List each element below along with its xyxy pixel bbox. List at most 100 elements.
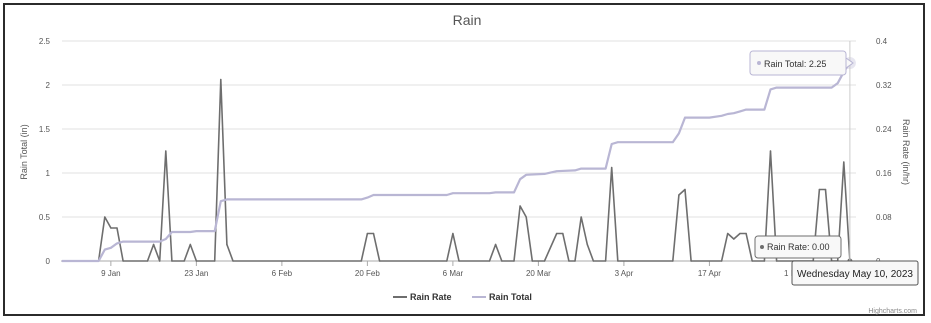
grid-lines: [62, 40, 856, 262]
series-rain-rate-point: [378, 260, 381, 262]
series-rain-total-point: [360, 198, 363, 201]
right-axis-ticks: 00.080.160.240.320.4: [876, 37, 892, 266]
series-rain-rate-point: [568, 260, 570, 262]
series-rain-rate-point: [104, 216, 106, 218]
series-rain-rate-point: [592, 260, 595, 262]
series-rain-rate-point: [232, 260, 234, 262]
series-rain-rate-line: [62, 78, 851, 262]
series-rain-total-point: [519, 178, 521, 180]
legend: Rain Rate Rain Total: [393, 292, 532, 302]
series-rain-total-point: [769, 88, 772, 91]
series-rain-total-point: [158, 240, 161, 243]
series-rain-rate-point: [183, 260, 185, 262]
series-rain-rate-point: [543, 260, 546, 262]
series-rain-rate-point: [562, 232, 564, 235]
series-rain-rate-point: [824, 188, 827, 191]
series-rain-rate-point: [189, 243, 192, 246]
left-tick-label: 2: [46, 81, 51, 90]
left-tick-label: 2.5: [39, 37, 51, 46]
x-axis-ticks: 9 Jan 23 Jan 6 Feb 20 Feb 6 Mar 20 Mar 3 Apr 17…: [101, 261, 806, 278]
series-rain-total-point: [226, 198, 228, 201]
series-rain-total-point: [678, 132, 680, 135]
series-rain-total-point: [525, 174, 527, 176]
left-tick-label: 1.5: [39, 125, 51, 134]
right-tick-label: 0.08: [876, 213, 892, 222]
series-rain-total-point: [488, 192, 491, 194]
tooltip-date: Wednesday May 10, 2023: [791, 260, 919, 286]
right-tick-label: 0.16: [876, 169, 892, 178]
series-rain-total-point: [726, 113, 729, 115]
x-tick-label: 17 Apr: [698, 269, 721, 278]
series-rain-total-point: [213, 230, 216, 232]
series-rain-total-point: [617, 141, 619, 143]
series-rain-rate-point: [366, 232, 369, 235]
left-axis-ticks: 0 0.5 1 1.5 2 2.5: [39, 37, 51, 266]
tooltip-date-text: Wednesday May 10, 2023: [797, 269, 913, 280]
series-rain-rate-point: [360, 260, 363, 262]
series-rain-rate-point: [158, 260, 161, 262]
series-rain-total-point: [165, 238, 167, 240]
series-rain-rate-point: [818, 188, 821, 191]
x-tick-label: 9 Jan: [101, 269, 121, 278]
series-rain-total-point: [604, 167, 607, 170]
series-rain-rate-point: [213, 260, 216, 262]
series-rain-total-point: [763, 108, 766, 111]
series-rain-rate-point: [763, 260, 766, 262]
series-rain-rate-point: [525, 216, 527, 218]
series-rain-rate-point: [116, 227, 118, 229]
series-rain-total-point: [171, 231, 173, 233]
series-rain-total-point: [739, 110, 741, 113]
highcharts-credit[interactable]: Highcharts.com: [868, 308, 917, 315]
series-rain-rate-point: [513, 260, 515, 262]
series-rain-total-point: [97, 260, 100, 262]
series-rain-rate-point: [152, 243, 155, 246]
series-rain-rate-point: [494, 243, 497, 246]
series-rain-total-point: [189, 231, 192, 233]
series-layer: [61, 57, 856, 264]
series-rain-total-point: [708, 116, 711, 119]
series-rain-total-point: [830, 86, 833, 89]
series-rain-total-point: [122, 240, 124, 243]
series-rain-rate-point: [519, 205, 521, 207]
series-rain-total-point: [446, 194, 448, 196]
series-rain-total-point: [733, 112, 735, 114]
series-rain-total-point: [720, 115, 723, 117]
series-rain-rate-point: [769, 150, 772, 152]
series-rain-rate-point: [739, 232, 741, 235]
legend-rain-total[interactable]: Rain Total: [489, 292, 532, 302]
series-rain-rate-point: [843, 161, 845, 163]
series-rain-total-point: [610, 143, 613, 145]
series-rain-rate-point: [110, 227, 112, 229]
legend-rain-rate[interactable]: Rain Rate: [410, 292, 452, 302]
series-rain-rate-point: [488, 260, 491, 262]
series-rain-rate-point: [195, 260, 198, 262]
series-rain-rate-point: [745, 232, 747, 235]
series-rain-rate-point: [555, 232, 558, 235]
series-rain-rate-point: [531, 260, 534, 262]
right-axis-label: Rain Rate (in/hr): [901, 119, 911, 185]
series-rain-total-point: [116, 242, 118, 245]
series-rain-rate-point: [122, 260, 124, 262]
series-rain-total-point: [372, 194, 375, 196]
series-rain-total-point: [836, 82, 839, 84]
series-rain-total-point: [494, 191, 497, 194]
series-rain-rate-point: [165, 150, 167, 152]
series-rain-total-point: [220, 200, 222, 202]
series-rain-total-point: [555, 170, 558, 172]
series-rain-rate-point: [751, 260, 753, 262]
series-rain-rate-point: [452, 232, 454, 235]
series-rain-total-point: [775, 86, 778, 89]
left-tick-label: 0: [46, 257, 51, 266]
series-rain-total-point: [513, 191, 515, 194]
series-rain-total-point: [104, 248, 106, 251]
series-rain-rate-point: [684, 188, 686, 191]
series-rain-total-point: [684, 116, 686, 119]
left-tick-label: 1: [46, 169, 51, 178]
series-rain-rate-point: [580, 216, 582, 218]
series-rain-rate-point: [458, 260, 460, 262]
series-rain-rate-point: [171, 260, 173, 262]
series-rain-rate-point: [672, 260, 674, 262]
x-tick-label: 6 Mar: [443, 269, 464, 278]
series-rain-rate-point: [678, 194, 680, 196]
